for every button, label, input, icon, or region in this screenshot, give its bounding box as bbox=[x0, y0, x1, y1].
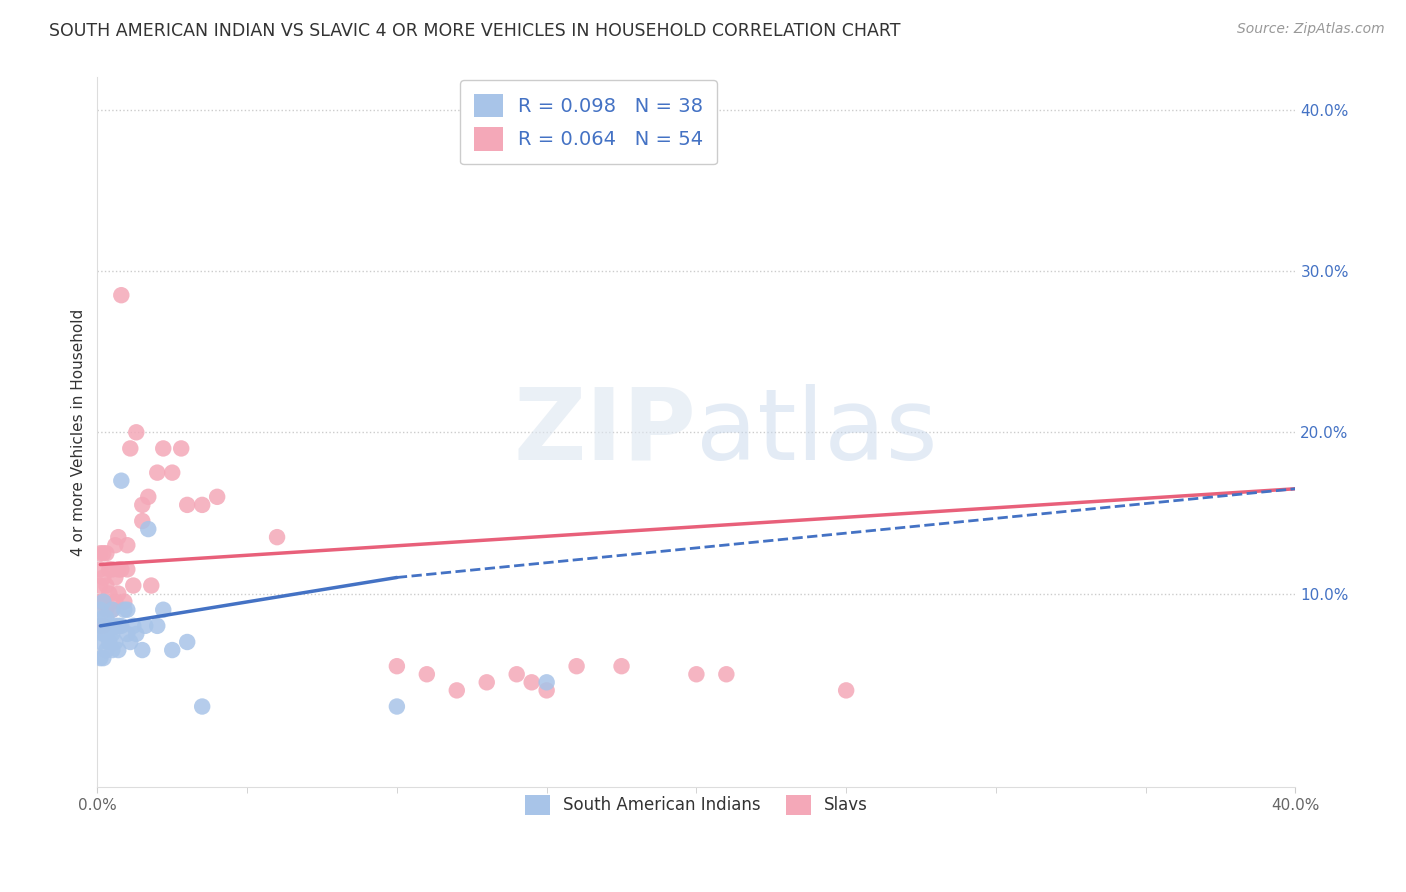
Point bbox=[152, 603, 174, 617]
Point bbox=[107, 586, 129, 600]
Point bbox=[89, 562, 111, 576]
Point bbox=[146, 619, 169, 633]
Point bbox=[96, 546, 118, 560]
Point bbox=[170, 442, 193, 456]
Text: SOUTH AMERICAN INDIAN VS SLAVIC 4 OR MORE VEHICLES IN HOUSEHOLD CORRELATION CHAR: SOUTH AMERICAN INDIAN VS SLAVIC 4 OR MOR… bbox=[49, 22, 901, 40]
Point bbox=[104, 538, 127, 552]
Point bbox=[98, 586, 121, 600]
Point bbox=[610, 659, 633, 673]
Point bbox=[93, 595, 115, 609]
Text: Source: ZipAtlas.com: Source: ZipAtlas.com bbox=[1237, 22, 1385, 37]
Point bbox=[101, 603, 124, 617]
Point bbox=[125, 425, 148, 440]
Point bbox=[93, 651, 115, 665]
Point bbox=[152, 442, 174, 456]
Point bbox=[104, 619, 127, 633]
Point bbox=[134, 619, 156, 633]
Point bbox=[191, 699, 214, 714]
Point bbox=[117, 627, 139, 641]
Point bbox=[835, 683, 858, 698]
Point bbox=[505, 667, 527, 681]
Point bbox=[176, 635, 198, 649]
Point bbox=[93, 619, 115, 633]
Point bbox=[101, 643, 124, 657]
Point bbox=[120, 635, 142, 649]
Point bbox=[565, 659, 588, 673]
Point bbox=[716, 667, 738, 681]
Point bbox=[93, 570, 115, 584]
Point bbox=[98, 562, 121, 576]
Point bbox=[385, 659, 408, 673]
Point bbox=[89, 619, 111, 633]
Text: atlas: atlas bbox=[696, 384, 938, 481]
Point bbox=[93, 611, 115, 625]
Point bbox=[93, 627, 115, 641]
Point bbox=[117, 538, 139, 552]
Point bbox=[141, 578, 163, 592]
Point bbox=[131, 643, 153, 657]
Point bbox=[385, 699, 408, 714]
Point bbox=[98, 635, 121, 649]
Point bbox=[110, 562, 132, 576]
Point bbox=[101, 603, 124, 617]
Point bbox=[446, 683, 468, 698]
Point bbox=[101, 627, 124, 641]
Text: ZIP: ZIP bbox=[513, 384, 696, 481]
Point bbox=[117, 603, 139, 617]
Point bbox=[96, 627, 118, 641]
Point bbox=[93, 546, 115, 560]
Point bbox=[160, 643, 183, 657]
Point bbox=[205, 490, 228, 504]
Point bbox=[536, 683, 558, 698]
Point bbox=[685, 667, 707, 681]
Point bbox=[107, 619, 129, 633]
Point bbox=[416, 667, 439, 681]
Point bbox=[98, 619, 121, 633]
Point bbox=[160, 466, 183, 480]
Point bbox=[89, 546, 111, 560]
Point bbox=[89, 595, 111, 609]
Point bbox=[520, 675, 543, 690]
Point bbox=[122, 578, 145, 592]
Point bbox=[104, 570, 127, 584]
Point bbox=[96, 603, 118, 617]
Point bbox=[131, 514, 153, 528]
Point bbox=[96, 643, 118, 657]
Point bbox=[122, 619, 145, 633]
Point bbox=[146, 466, 169, 480]
Point bbox=[93, 595, 115, 609]
Point bbox=[536, 675, 558, 690]
Point bbox=[107, 643, 129, 657]
Point bbox=[176, 498, 198, 512]
Point bbox=[112, 603, 135, 617]
Point bbox=[104, 595, 127, 609]
Point bbox=[112, 595, 135, 609]
Point bbox=[89, 635, 111, 649]
Point bbox=[110, 288, 132, 302]
Y-axis label: 4 or more Vehicles in Household: 4 or more Vehicles in Household bbox=[72, 309, 86, 556]
Point bbox=[107, 562, 129, 576]
Point bbox=[89, 603, 111, 617]
Point bbox=[136, 490, 159, 504]
Point bbox=[131, 498, 153, 512]
Point bbox=[96, 611, 118, 625]
Point bbox=[475, 675, 498, 690]
Point bbox=[266, 530, 288, 544]
Legend: South American Indians, Slavs: South American Indians, Slavs bbox=[515, 785, 877, 825]
Point bbox=[117, 562, 139, 576]
Point bbox=[136, 522, 159, 536]
Point bbox=[104, 635, 127, 649]
Point bbox=[191, 498, 214, 512]
Point bbox=[89, 619, 111, 633]
Point bbox=[110, 474, 132, 488]
Point bbox=[107, 530, 129, 544]
Point bbox=[120, 442, 142, 456]
Point bbox=[110, 619, 132, 633]
Point bbox=[96, 578, 118, 592]
Point bbox=[89, 651, 111, 665]
Point bbox=[125, 627, 148, 641]
Point bbox=[101, 562, 124, 576]
Point bbox=[89, 578, 111, 592]
